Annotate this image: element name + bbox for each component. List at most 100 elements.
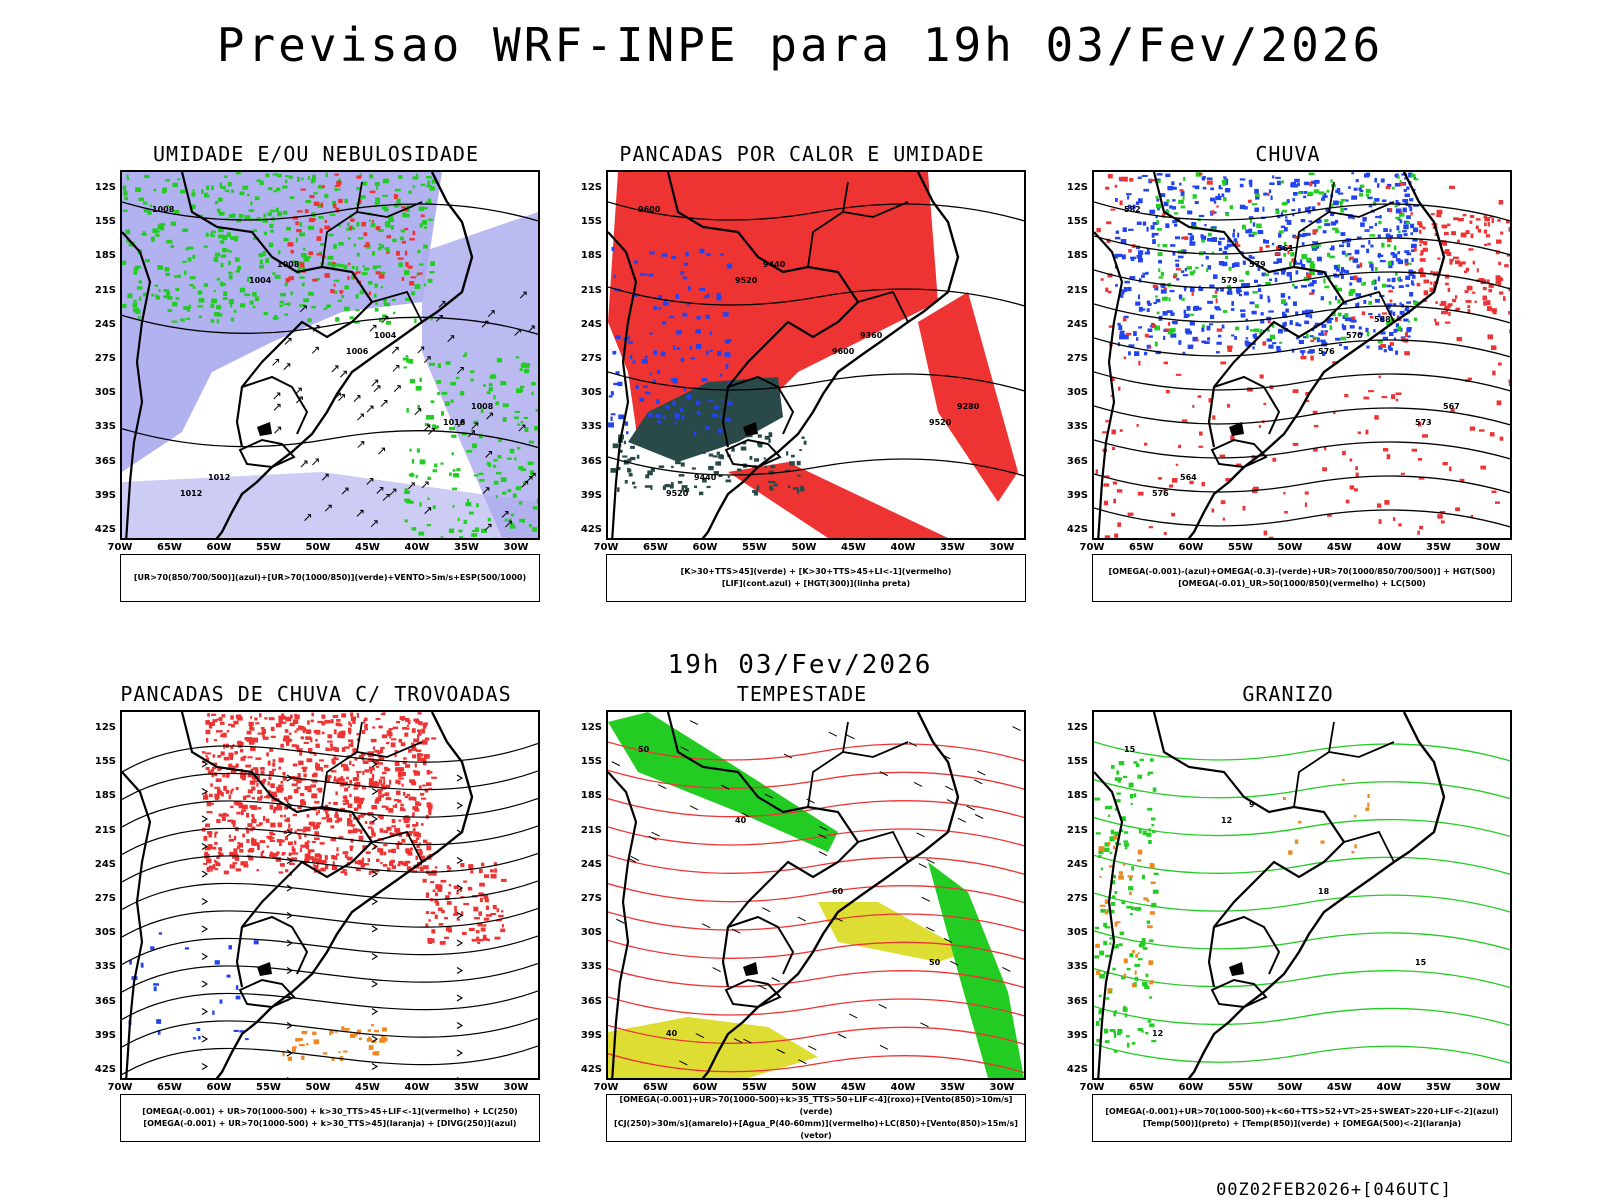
legend-line: [OMEGA(-0.001)+UR>70(1000-500)+k>35_TTS>… <box>619 1095 1013 1116</box>
legend-line: [LIF](cont.azul) + [HGT(300)](linha pret… <box>721 579 911 588</box>
contour-label: 9360 <box>860 331 883 340</box>
jet-yellow-south <box>608 1017 818 1078</box>
lat-label: 39S <box>580 489 602 501</box>
map-area: 1008 1004 1006 1016 1012 1008 1004 1008 1012 <box>120 170 540 540</box>
lat-label: 24S <box>94 858 116 870</box>
wind850-green <box>608 712 838 852</box>
lon-label: 50W <box>791 542 817 553</box>
lon-label: 70W <box>593 1082 619 1093</box>
lat-label: 36S <box>1066 995 1088 1007</box>
contour-label: 1004 <box>374 331 397 340</box>
map-panel-3: CHUVA 12S 15S 18S 21S 24S 27S 30S 33S 36S 39S 42S 70… <box>1048 142 1528 622</box>
lat-label: 42S <box>1066 524 1088 535</box>
lon-label: 55W <box>742 1082 767 1093</box>
lat-label: 18S <box>94 250 116 262</box>
lat-label: 42S <box>580 1064 602 1075</box>
lon-label: 35W <box>454 542 479 553</box>
lat-label: 24S <box>94 318 116 330</box>
contour-label: 579 <box>1249 260 1266 269</box>
panel-legend: [OMEGA(-0.001)+UR>70(1000-500)+k>35_TTS>… <box>606 1094 1026 1142</box>
panel-legend: [OMEGA(-0.001)-(azul)+OMEGA(-0.3)-(verde… <box>1092 554 1512 602</box>
lat-label: 27S <box>1066 893 1088 904</box>
temp850-green <box>1094 741 1510 1064</box>
lon-label: 70W <box>107 1082 133 1093</box>
lat-label: 24S <box>1066 858 1088 870</box>
lon-label: 35W <box>454 1082 479 1093</box>
lat-label: 33S <box>580 961 602 973</box>
contour-label: 50 <box>638 745 650 754</box>
lon-label: 45W <box>841 542 866 553</box>
lat-label: 39S <box>580 1029 602 1041</box>
contour-label: 12 <box>1221 816 1232 825</box>
legend-line: [OMEGA(-0.001)-(azul)+OMEGA(-0.3)-(verde… <box>1108 567 1496 576</box>
lon-label: 65W <box>157 1082 182 1093</box>
convection-red-south <box>728 462 948 538</box>
wind-vectors-850 <box>611 720 1021 1066</box>
humidity-green-east <box>402 352 538 538</box>
lat-label: 18S <box>1066 790 1088 802</box>
lon-label: 45W <box>1327 542 1352 553</box>
contour-label: 561 <box>1277 244 1294 253</box>
lon-label: 55W <box>1228 1082 1253 1093</box>
humidity-lavender-east <box>422 212 538 538</box>
lat-label: 33S <box>94 961 116 973</box>
legend-line: [OMEGA(-0.01)_UR>50(1000/850)(vermelho) … <box>1178 579 1426 588</box>
lon-label: 35W <box>1426 542 1451 553</box>
panel-title: GRANIZO <box>1242 682 1334 706</box>
contour-label: 564 <box>1180 473 1197 482</box>
contour-label: 9520 <box>735 276 758 285</box>
lat-label: 30S <box>94 387 116 399</box>
contour-label: 9600 <box>638 205 661 214</box>
lon-label: 60W <box>692 1082 718 1093</box>
lat-label: 15S <box>94 216 116 228</box>
lon-label: 40W <box>1376 1082 1402 1093</box>
lon-label: 30W <box>503 1082 529 1093</box>
lon-label: 35W <box>1426 1082 1451 1093</box>
legend-line: [OMEGA(-0.001)+UR>70(1000-500)+k<60+TTS>… <box>1105 1107 1499 1116</box>
contour-label: 15 <box>1415 958 1427 967</box>
omega-red <box>1095 172 1510 538</box>
precip-water-red <box>608 741 1024 1074</box>
lon-label: 50W <box>1277 1082 1303 1093</box>
lon-label: 65W <box>157 542 182 553</box>
lat-label: 18S <box>1066 250 1088 262</box>
contour-label: 9440 <box>694 473 717 482</box>
instability-teal-speckle <box>610 432 807 496</box>
lat-label: 21S <box>580 284 602 296</box>
lat-label: 18S <box>94 790 116 802</box>
legend-line: [UR>70(850/700/500)](azul)+[UR>70(1000/8… <box>133 573 527 582</box>
lat-label: 39S <box>1066 489 1088 501</box>
lat-label: 36S <box>1066 455 1088 467</box>
lat-label: 18S <box>580 250 602 262</box>
contour-label: 9600 <box>832 347 855 356</box>
contour-label: 582 <box>1124 205 1141 214</box>
lat-label: 36S <box>94 455 116 467</box>
lat-label: 30S <box>94 927 116 939</box>
contour-label: 576 <box>1152 489 1169 498</box>
map-area: 50 40 60 50 40 <box>606 710 1026 1080</box>
lat-label: 42S <box>580 524 602 535</box>
lat-label: 39S <box>1066 1029 1088 1041</box>
contour-label: 18 <box>1318 887 1330 896</box>
lon-label: 70W <box>1079 542 1105 553</box>
contour-label: 40 <box>666 1029 678 1038</box>
lon-label: 45W <box>355 542 380 553</box>
lon-label: 65W <box>643 1082 668 1093</box>
lat-label: 27S <box>94 353 116 364</box>
legend-line: [CJ(250)>30m/s](amarelo)+[Agua_P(40-60mm… <box>614 1119 1018 1140</box>
contour-label: 1006 <box>346 347 369 356</box>
lon-label: 30W <box>989 1082 1015 1093</box>
lon-label: 65W <box>1129 542 1154 553</box>
lon-label: 60W <box>206 1082 232 1093</box>
contour-label: 1008 <box>152 205 175 214</box>
omega500-orange <box>1095 835 1156 994</box>
lat-label: 27S <box>580 893 602 904</box>
lat-label: 21S <box>1066 824 1088 836</box>
lat-label: 42S <box>1066 1064 1088 1075</box>
omega500-orange-center <box>1282 778 1370 855</box>
thunderstorm-red <box>202 712 437 876</box>
lat-label: 12S <box>1066 722 1088 733</box>
contour-label: 15 <box>1124 745 1136 754</box>
map-panel-1: UMIDADE E/OU NEBULOSIDADE 12S 15S 18S 21S 24S… <box>76 142 556 622</box>
lon-label: 60W <box>1178 1082 1204 1093</box>
